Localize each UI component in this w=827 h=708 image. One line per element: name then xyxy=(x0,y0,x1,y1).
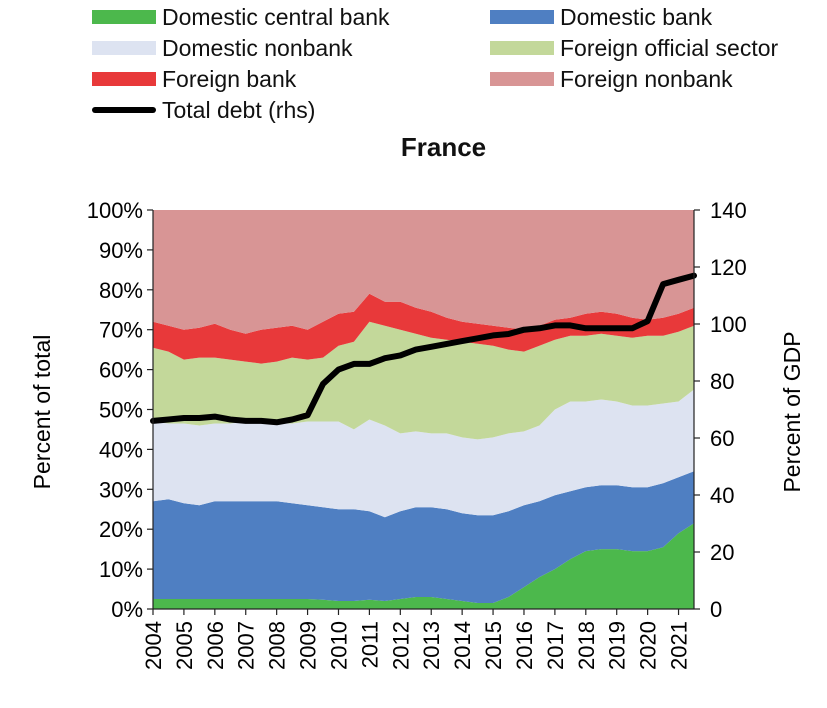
area-domestic-nonbank xyxy=(153,389,694,518)
left-tick-label: 60% xyxy=(99,358,143,383)
area-domestic-central-bank xyxy=(153,523,694,609)
legend-label: Foreign official sector xyxy=(560,34,779,61)
legend-swatch xyxy=(92,41,156,55)
legend-swatch xyxy=(490,72,554,86)
x-tick-label: 2011 xyxy=(357,621,382,668)
left-tick-label: 40% xyxy=(99,437,143,462)
x-tick-label: 2012 xyxy=(388,621,413,670)
x-tick-label: 2019 xyxy=(605,621,630,670)
legend-line-swatch xyxy=(92,107,156,113)
x-tick-label: 2005 xyxy=(172,621,197,670)
x-tick-label: 2021 xyxy=(667,621,692,670)
left-tick-label: 100% xyxy=(87,198,143,223)
left-tick-label: 10% xyxy=(99,557,143,582)
x-tick-label: 2008 xyxy=(265,621,290,670)
right-axis: 0 20 40 60 80 100 120 140 xyxy=(693,198,747,622)
right-tick-label: 0 xyxy=(710,597,722,622)
legend-label: Domestic central bank xyxy=(162,3,390,30)
right-tick-label: 80 xyxy=(710,369,734,394)
legend-label: Foreign bank xyxy=(162,65,297,92)
legend-swatch xyxy=(490,10,554,24)
left-tick-label: 50% xyxy=(99,398,143,423)
left-tick-label: 70% xyxy=(99,318,143,343)
area-foreign-nonbank xyxy=(153,210,694,334)
area-foreign-official-sector xyxy=(153,321,694,440)
right-axis-title: Percent of GDP xyxy=(779,331,805,492)
x-tick-label: 2009 xyxy=(296,621,321,670)
total-debt-line-layer xyxy=(150,272,697,426)
left-axis: 0% 10% 20% 30% 40% 50% 60% 70% 80% 90% 100% xyxy=(87,198,154,622)
left-tick-label: 20% xyxy=(99,517,143,542)
line-total-debt-rhs xyxy=(150,272,697,426)
left-tick-label: 0% xyxy=(111,597,143,622)
left-tick-label: 90% xyxy=(99,238,143,263)
right-tick-label: 40 xyxy=(710,483,734,508)
left-tick-label: 80% xyxy=(99,278,143,303)
right-tick-label: 20 xyxy=(710,540,734,565)
chart-title: France xyxy=(400,132,487,162)
right-tick-label: 60 xyxy=(710,426,734,451)
x-tick-label: 2007 xyxy=(234,621,259,670)
x-tick-label: 2016 xyxy=(512,621,537,670)
x-tick-label: 2006 xyxy=(203,621,228,670)
legend-swatch xyxy=(490,41,554,55)
area-layers xyxy=(153,210,694,609)
legend-item-foreign-bank: Foreign bank xyxy=(92,66,296,92)
left-tick-label: 30% xyxy=(99,477,143,502)
legend-label: Total debt (rhs) xyxy=(162,96,316,123)
x-tick-label: 2004 xyxy=(141,621,166,670)
x-tick-label: 2020 xyxy=(636,621,661,670)
x-tick-label: 2010 xyxy=(327,621,352,670)
legend-label: Domestic bank xyxy=(560,3,713,30)
legend-label: Foreign nonbank xyxy=(560,65,733,92)
legend-item-total-debt: Total debt (rhs) xyxy=(92,97,315,123)
legend-item-domestic-nonbank: Domestic nonbank xyxy=(92,35,353,61)
legend-swatch xyxy=(92,10,156,24)
legend-item-domestic-central-bank: Domestic central bank xyxy=(92,4,390,30)
x-tick-label: 2015 xyxy=(481,621,506,670)
right-tick-label: 120 xyxy=(710,255,747,280)
x-tick-label: 2014 xyxy=(450,621,475,670)
legend-label: Domestic nonbank xyxy=(162,34,353,61)
legend-item-foreign-official-sector: Foreign official sector xyxy=(490,35,778,61)
legend-swatch xyxy=(92,72,156,86)
x-tick-label: 2017 xyxy=(543,621,568,670)
area-foreign-bank xyxy=(153,293,694,364)
right-tick-label: 100 xyxy=(710,312,747,337)
x-tick-label: 2018 xyxy=(574,621,599,670)
x-tick-label: 2013 xyxy=(419,621,444,670)
legend-item-domestic-bank: Domestic bank xyxy=(490,4,712,30)
legend-item-foreign-nonbank: Foreign nonbank xyxy=(490,66,733,92)
area-domestic-bank xyxy=(153,471,694,603)
left-axis-title: Percent of total xyxy=(29,335,55,490)
x-axis: 2004 2005 2006 2007 2008 2009 2010 2011 2012 2013… xyxy=(141,608,694,670)
right-tick-label: 140 xyxy=(710,198,747,223)
